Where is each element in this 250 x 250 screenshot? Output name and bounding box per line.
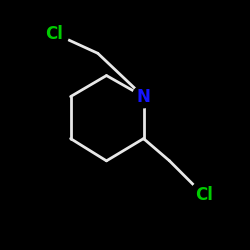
Text: Cl: Cl <box>195 186 213 204</box>
Circle shape <box>40 19 69 48</box>
Text: N: N <box>136 88 150 106</box>
Text: Cl: Cl <box>46 24 64 42</box>
Circle shape <box>190 181 218 210</box>
Circle shape <box>132 86 155 108</box>
